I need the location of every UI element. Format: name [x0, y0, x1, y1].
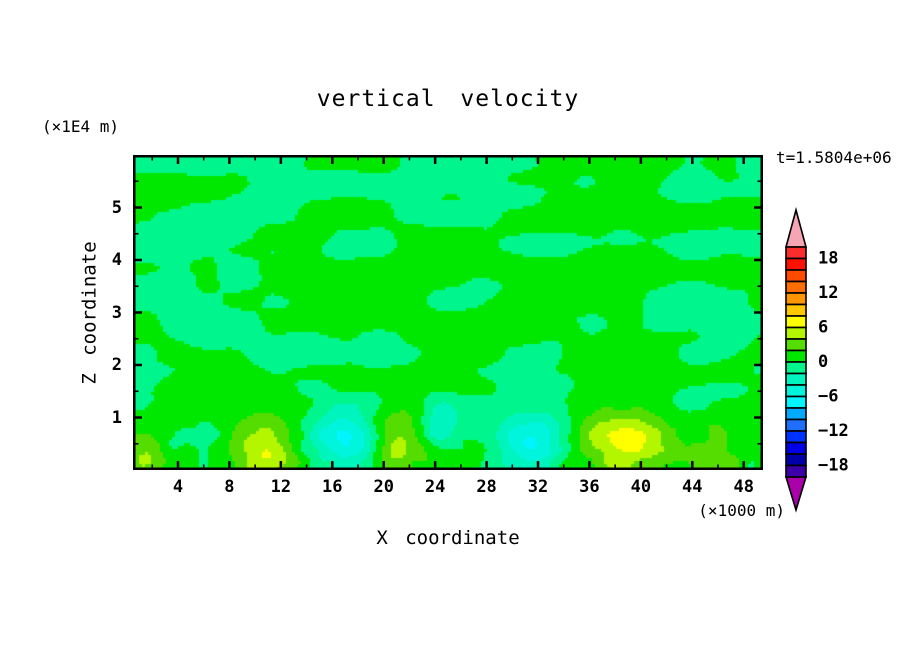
colorbar-segment [785, 361, 807, 375]
z-axis-title: Z coordinate [79, 240, 101, 385]
colorbar-segment [785, 407, 807, 421]
colorbar-segment [785, 315, 807, 329]
colorbar-segment [785, 464, 807, 478]
z-axis-title-box: Z coordinate [68, 155, 112, 470]
z-tick-label: 5 [111, 197, 122, 218]
colorbar-tick-label: 18 [818, 249, 838, 269]
colorbar-over-arrow [784, 206, 808, 248]
z-tick-label: 2 [111, 355, 122, 375]
x-tick-label: 28 [476, 477, 497, 497]
x-tick-label: 16 [322, 477, 343, 497]
colorbar-segment [785, 303, 807, 317]
colorbar-segment [785, 395, 807, 409]
x-tick-label: 24 [424, 477, 446, 497]
x-tick-label: 4 [172, 477, 184, 497]
x-tick-label: 32 [527, 477, 549, 497]
plot-title: vertical velocity [316, 86, 580, 112]
colorbar-tick-label: 0 [818, 352, 828, 372]
colorbar-tick-label: −12 [818, 421, 849, 441]
z-axis-units-label: (×1E4 m) [42, 117, 120, 136]
colorbar-segment [785, 257, 807, 271]
colorbar-svg: 18 12 6 0 −6 −12 −18 [784, 206, 849, 513]
x-tick-label: 8 [224, 477, 235, 497]
plot-area [133, 155, 763, 470]
colorbar-segment [785, 292, 807, 306]
plot-frame [133, 155, 763, 470]
x-tick-label: 36 [579, 477, 600, 497]
plot-border [133, 155, 763, 470]
colorbar-segment [785, 453, 807, 467]
x-axis-units-label: (×1000 m) [698, 501, 785, 520]
z-tick-label: 1 [111, 407, 122, 428]
colorbar-segment [785, 441, 807, 455]
colorbar-segment [785, 326, 807, 340]
x-tick-label: 44 [682, 477, 703, 497]
colorbar-segment [785, 349, 807, 363]
colorbar-tick-label: 12 [818, 283, 838, 303]
colorbar-segment [785, 372, 807, 386]
colorbar-segment [785, 418, 807, 432]
colorbar-segment [785, 246, 807, 260]
colorbar-tick-label: 6 [818, 318, 828, 338]
colorbar-segment [785, 430, 807, 444]
z-tick-label: 3 [111, 302, 122, 323]
colorbar-segment [785, 269, 807, 283]
time-label: t=1.5804e+06 [776, 148, 892, 167]
x-axis-title: X coordinate [376, 527, 520, 549]
x-tick-label: 40 [630, 477, 652, 497]
contour-field-canvas [133, 155, 763, 470]
x-tick-label: 48 [733, 477, 754, 497]
x-tick-label: 12 [270, 477, 292, 497]
colorbar-under-arrow [784, 476, 808, 513]
colorbar: 18 12 6 0 −6 −12 −18 [780, 203, 904, 518]
colorbar-segment [785, 338, 807, 352]
colorbar-segment [785, 280, 807, 294]
z-tick-label: 4 [111, 250, 122, 270]
colorbar-tick-label: −18 [818, 456, 849, 476]
x-tick-label: 20 [373, 477, 394, 497]
colorbar-segment [785, 384, 807, 398]
colorbar-tick-label: −6 [818, 387, 838, 407]
